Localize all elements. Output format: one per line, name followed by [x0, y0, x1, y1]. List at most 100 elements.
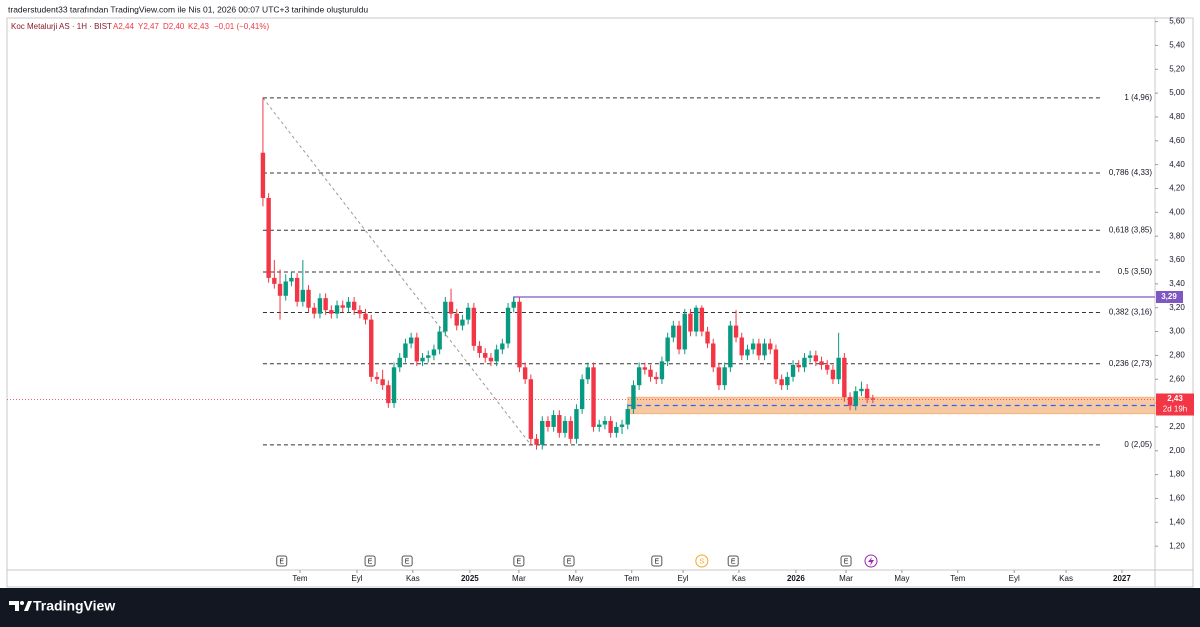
candle-body	[277, 283, 283, 296]
candle-body	[773, 349, 779, 380]
candle-body	[750, 343, 756, 350]
candle-body	[825, 364, 830, 370]
candle-body	[562, 420, 568, 433]
candle-body	[540, 420, 545, 445]
candle-body	[545, 420, 551, 427]
lightning-icon	[864, 554, 878, 568]
candle-body	[636, 367, 642, 386]
y-tick-label: 1,40	[1169, 517, 1185, 526]
candle-body	[716, 367, 722, 386]
candle-body	[648, 369, 653, 377]
header: traderstudent33 tarafından TradingView.c…	[8, 4, 368, 14]
legend-high: Y2,47	[138, 22, 159, 31]
x-tick-label: Eyl	[351, 574, 362, 583]
fib-trend	[262, 97, 532, 446]
candle-body	[551, 415, 556, 427]
event-label: E	[567, 558, 572, 565]
candle-body	[842, 357, 847, 398]
candle-body	[768, 343, 773, 350]
candle-body	[351, 301, 357, 311]
fib-label: 1 (4,96)	[1124, 93, 1152, 102]
fib-label: 0,236 (2,73)	[1109, 359, 1152, 368]
candle-body	[614, 426, 619, 433]
event-label: E	[368, 558, 373, 565]
candle-body	[397, 357, 402, 368]
event-label: E	[279, 558, 284, 565]
candle-body	[711, 343, 716, 368]
candle-body	[654, 376, 659, 380]
x-tick-label: 2025	[461, 574, 479, 583]
y-tick-label: 5,40	[1169, 41, 1185, 50]
event-label: E	[654, 558, 659, 565]
candle-body	[517, 301, 522, 368]
event-marker	[727, 555, 739, 567]
event-marker	[840, 555, 852, 567]
legend-symbol: Koc Metalurji AS · 1H · BIST	[11, 22, 112, 31]
candle-body	[625, 409, 630, 425]
candle-body	[323, 298, 328, 311]
candle-body	[471, 307, 477, 346]
candle-body	[505, 307, 511, 344]
legend-low: D2,40	[163, 22, 185, 31]
y-tick-label: 2,80	[1169, 351, 1185, 360]
y-tick-label: 2,60	[1169, 374, 1185, 383]
x-tick-label: Kas	[1059, 574, 1073, 583]
candle-body	[802, 357, 807, 368]
y-tick-label: 4,80	[1169, 112, 1185, 121]
candle-body	[762, 343, 767, 356]
event-marker	[276, 555, 288, 567]
candle-body	[688, 313, 693, 332]
fib-label: 0,618 (3,85)	[1109, 225, 1152, 234]
x-tick-label: Eyl	[677, 574, 688, 583]
candle-body	[813, 355, 819, 362]
candle-body	[665, 337, 670, 362]
candle-body	[853, 391, 858, 406]
candle-body	[306, 289, 311, 308]
fib-label: 0,382 (3,16)	[1109, 308, 1152, 317]
y-tick-label: 3,20	[1169, 303, 1185, 312]
candle-body	[414, 337, 420, 362]
candle-body	[334, 305, 340, 314]
candle-body	[597, 424, 602, 427]
event-label: E	[731, 558, 736, 565]
y-tick-label: 5,20	[1169, 64, 1185, 73]
candle-body	[745, 349, 750, 356]
candle-body	[380, 379, 385, 386]
candle-body	[260, 152, 266, 199]
candle-body	[722, 367, 727, 386]
candle-body	[437, 331, 442, 350]
fib-label: 0,5 (3,50)	[1118, 267, 1153, 276]
x-tick-label: Mar	[512, 574, 526, 583]
x-tick-label: Tem	[624, 574, 639, 583]
candle-body	[357, 310, 363, 314]
candle-body	[340, 305, 345, 308]
candle-body	[494, 349, 499, 362]
candle-body	[488, 357, 494, 362]
candle-body	[693, 307, 699, 332]
candle-body	[785, 376, 790, 386]
legend-change: −0,01 (−0,41%)	[214, 22, 269, 31]
candle-body	[796, 364, 801, 368]
candle-body	[465, 307, 471, 320]
candle-body	[574, 409, 579, 439]
candle-body	[483, 353, 488, 358]
x-tick-label: May	[894, 574, 909, 583]
candle-body	[426, 355, 431, 358]
y-tick-label: 3,80	[1169, 231, 1185, 240]
candle-body	[289, 277, 294, 282]
legend-close: K2,43	[188, 22, 209, 31]
event-label: S	[700, 558, 705, 565]
candle-body	[363, 313, 368, 320]
candle-body	[870, 398, 876, 400]
y-tick-label: 1,20	[1169, 541, 1185, 550]
candle-body	[477, 345, 482, 354]
candle-body	[619, 424, 625, 427]
candle-body	[819, 361, 824, 365]
candle-body	[579, 379, 585, 410]
x-tick-label: Tem	[292, 574, 307, 583]
candle-body	[682, 313, 687, 350]
candle-body	[374, 376, 380, 380]
resistance-label: 3,29	[1161, 292, 1177, 301]
